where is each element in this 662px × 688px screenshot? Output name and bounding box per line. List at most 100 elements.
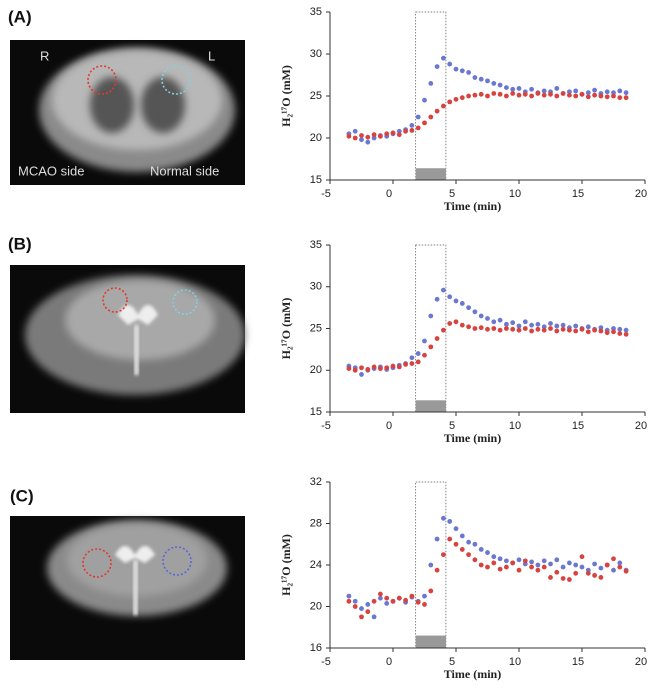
data-point (491, 560, 497, 566)
data-point (516, 86, 522, 91)
mri-image-b (10, 265, 245, 413)
image-label: MCAO side (18, 163, 84, 178)
data-point (522, 326, 528, 331)
data-point (598, 565, 604, 571)
y-tick-label: 32 (310, 476, 322, 488)
data-point (573, 88, 579, 94)
data-point (378, 591, 383, 597)
data-point (415, 125, 421, 131)
x-tick-label: 10 (509, 656, 521, 668)
data-point (403, 597, 408, 603)
data-point (346, 598, 352, 604)
data-point (359, 606, 364, 611)
data-point (573, 562, 579, 568)
data-point (359, 133, 364, 138)
data-point (522, 319, 528, 325)
data-point (541, 88, 547, 94)
data-point (434, 296, 440, 302)
panel-label: (B) (8, 234, 32, 253)
data-point (548, 575, 553, 580)
x-tick-label: -5 (321, 188, 331, 200)
data-point (611, 93, 616, 99)
data-point (522, 91, 528, 97)
y-tick-label: 30 (310, 281, 322, 293)
mri-image-c (10, 516, 245, 660)
data-point (428, 114, 434, 120)
data-point (403, 362, 408, 367)
data-point (579, 91, 585, 97)
data-point (365, 134, 371, 140)
data-point (478, 325, 484, 331)
data-point (579, 554, 585, 560)
data-point (585, 329, 591, 335)
x-axis-title: Time (min) (444, 431, 501, 445)
y-tick-label: 28 (310, 517, 322, 529)
data-point (434, 536, 440, 542)
data-point (554, 86, 560, 91)
data-point (611, 329, 616, 335)
data-point (352, 135, 358, 141)
data-point (516, 567, 522, 573)
data-point (585, 94, 591, 100)
data-point (365, 139, 371, 145)
data-point (441, 55, 446, 61)
data-point (567, 577, 572, 582)
data-point (453, 541, 459, 547)
data-point (478, 313, 484, 319)
panel-label: (A) (8, 7, 32, 26)
y-tick-label: 15 (310, 174, 322, 186)
x-tick-label: 0 (386, 420, 392, 432)
data-point (478, 76, 484, 82)
data-point (567, 560, 572, 566)
data-point (510, 86, 516, 92)
data-point (560, 576, 566, 581)
data-point (617, 564, 623, 570)
panel-label: (C) (10, 486, 34, 505)
data-point (428, 344, 434, 350)
data-point (504, 564, 509, 570)
data-point (390, 363, 396, 369)
data-point (478, 91, 484, 97)
data-point (447, 61, 453, 67)
y-tick-label: 25 (310, 322, 322, 334)
data-point (604, 94, 610, 100)
data-point (472, 541, 478, 547)
data-point (415, 599, 421, 605)
data-point (466, 539, 471, 545)
data-point (447, 321, 453, 326)
data-point (554, 328, 560, 334)
data-point (466, 70, 471, 75)
data-point (453, 66, 459, 72)
data-point (535, 562, 541, 568)
y-tick-label: 30 (310, 48, 322, 60)
data-point (623, 568, 629, 574)
data-point (409, 361, 415, 366)
data-point (428, 588, 434, 594)
data-point (422, 352, 427, 358)
data-point (535, 326, 541, 332)
data-point (352, 367, 358, 373)
data-point (466, 93, 471, 99)
data-point (548, 91, 553, 97)
data-point (611, 326, 616, 331)
y-axis-title: H₂¹⁷O (mM) (279, 65, 293, 127)
data-point (352, 604, 358, 609)
infusion-window (415, 11, 447, 181)
data-point (497, 327, 503, 333)
data-point (485, 550, 490, 555)
data-point (592, 92, 597, 98)
y-tick-label: 35 (310, 239, 322, 251)
data-point (352, 128, 358, 134)
data-point (459, 301, 465, 306)
y-tick-label: 15 (310, 406, 322, 418)
data-point (598, 575, 604, 580)
data-point (447, 294, 453, 300)
data-point (441, 287, 446, 293)
data-point (459, 547, 465, 552)
image-label: Normal side (150, 163, 219, 178)
data-point (497, 556, 503, 562)
data-point (504, 85, 509, 90)
data-point (396, 128, 402, 134)
y-tick-label: 20 (310, 600, 322, 612)
data-point (441, 552, 446, 558)
